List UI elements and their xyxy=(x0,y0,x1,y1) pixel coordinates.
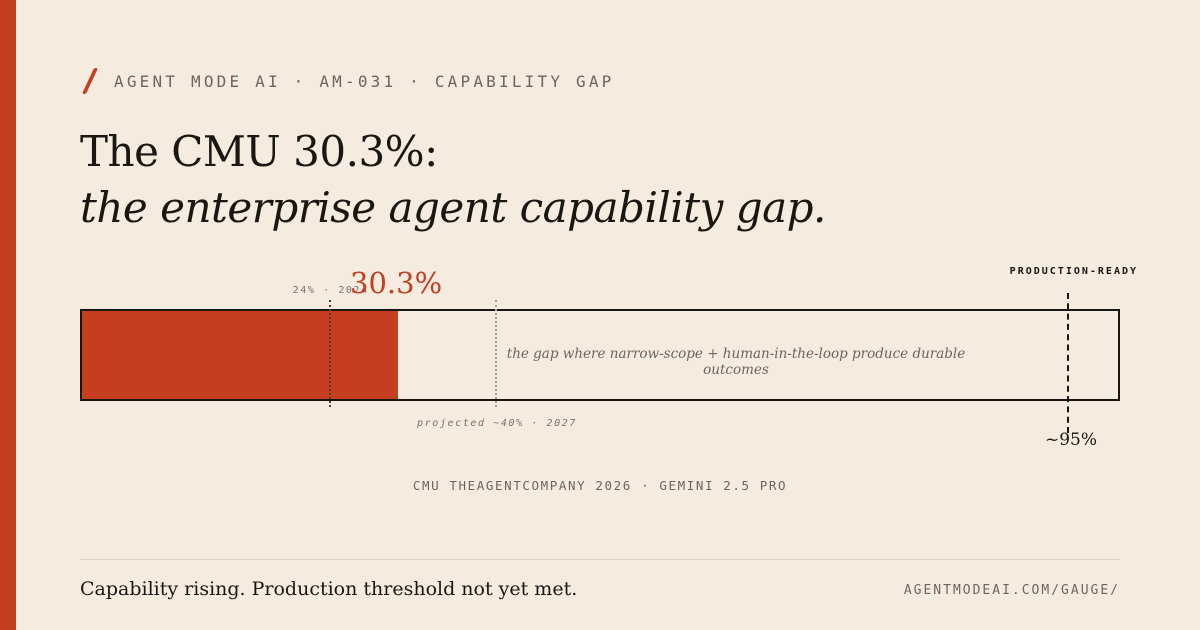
tagline: Capability rising. Production threshold … xyxy=(80,578,578,600)
production-ready-label: PRODUCTION-READY xyxy=(1009,266,1138,277)
eyebrow-text: AGENT MODE AI · AM-031 · CAPABILITY GAP xyxy=(114,71,615,91)
threshold-value-label: ~95% xyxy=(1045,430,1098,450)
threshold-marker xyxy=(1067,293,1069,433)
projected-label: projected ~40% · 2027 xyxy=(417,418,578,429)
eyebrow: AGENT MODE AI · AM-031 · CAPABILITY GAP xyxy=(81,68,615,94)
title-line-2: the enterprise agent capability gap. xyxy=(80,183,826,232)
divider xyxy=(80,559,1120,560)
page-title: The CMU 30.3%: the enterprise agent capa… xyxy=(80,124,826,236)
title-line-1: The CMU 30.3%: xyxy=(80,127,438,176)
prior-label: 24% · 2024 xyxy=(292,285,369,296)
accent-stripe xyxy=(0,0,16,630)
site-url[interactable]: AGENTMODEAI.COM/GAUGE/ xyxy=(903,583,1120,598)
gauge-bar xyxy=(80,309,1120,401)
gauge-fill xyxy=(82,311,398,399)
current-value-label: 30.3% xyxy=(350,266,443,300)
source-citation: CMU THEAGENTCOMPANY 2026 · GEMINI 2.5 PR… xyxy=(412,478,788,493)
gap-text: the gap where narrow-scope + human-in-th… xyxy=(506,346,966,378)
projected-marker xyxy=(495,300,497,407)
prior-marker xyxy=(328,300,331,407)
slash-icon xyxy=(81,68,99,94)
